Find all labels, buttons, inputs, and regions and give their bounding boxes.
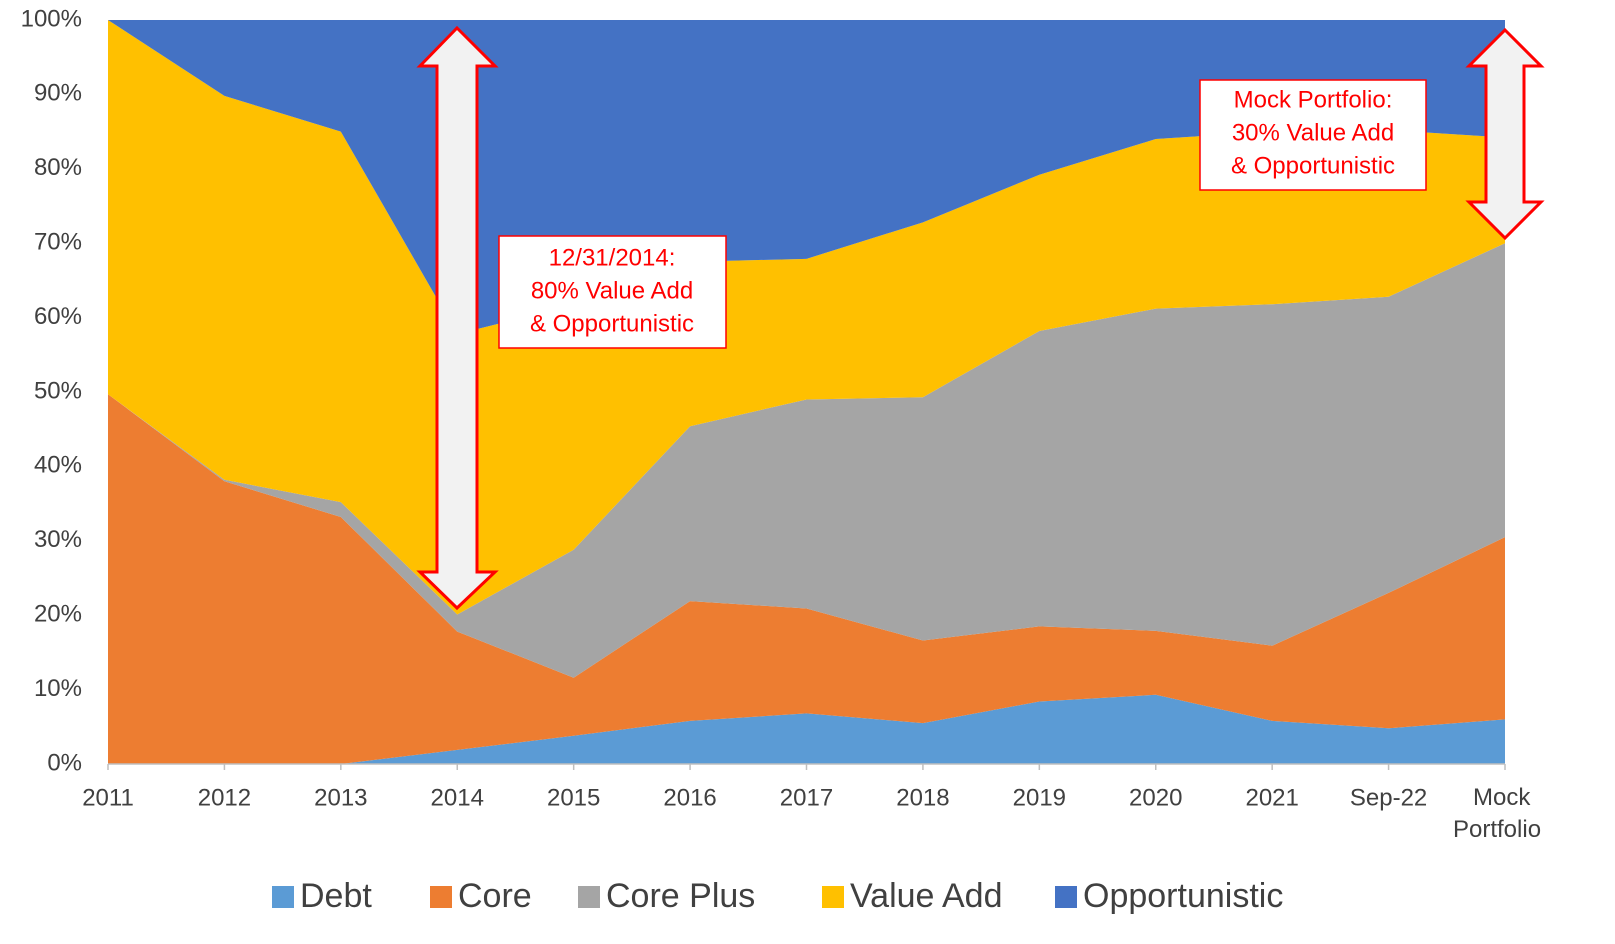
- legend-swatch: [578, 886, 600, 908]
- arrow: [1465, 27, 1545, 241]
- x-tick-label: 2017: [780, 784, 833, 811]
- x-tick-label: 2021: [1245, 784, 1298, 811]
- y-tick-label: 50%: [34, 377, 82, 404]
- annotation-text: 80% Value Add: [531, 277, 693, 304]
- legend-label: Value Add: [850, 877, 1003, 915]
- area: [108, 243, 1505, 678]
- area: [108, 394, 1505, 764]
- legend-label: Core: [458, 877, 532, 915]
- y-tick-label: 70%: [34, 229, 82, 256]
- x-tick-label: 2015: [547, 784, 600, 811]
- y-tick-label: 10%: [34, 675, 82, 702]
- legend-swatch: [822, 886, 844, 908]
- legend-label: Core Plus: [606, 877, 755, 915]
- legend-swatch: [272, 886, 294, 908]
- y-tick-label: 80%: [34, 154, 82, 181]
- annotation-box: [1199, 79, 1427, 191]
- annotation-box: [498, 235, 727, 349]
- annotation-text: 30% Value Add: [1232, 119, 1394, 146]
- annotation-text: & Opportunistic: [530, 310, 694, 337]
- y-tick-label: 90%: [34, 80, 82, 107]
- y-tick-label: 100%: [21, 5, 82, 32]
- x-tick-label: 2020: [1129, 784, 1182, 811]
- x-tick-label: 2012: [198, 784, 251, 811]
- x-tick-label: 2011: [82, 784, 134, 811]
- legend-label: Debt: [300, 877, 372, 915]
- y-tick-label: 60%: [34, 303, 82, 330]
- arrows: [416, 25, 1545, 611]
- x-tick-label: Mock Portfolio: [1453, 784, 1541, 843]
- legend-label: Opportunistic: [1083, 877, 1283, 915]
- x-tick-label: 2019: [1013, 784, 1066, 811]
- area: [108, 694, 1505, 764]
- y-tick-label: 40%: [34, 452, 82, 479]
- axes: [107, 763, 1506, 770]
- labels: 2011 2012 2013 2014 2015 2016 2017 2018 2019 2020…: [21, 5, 1541, 915]
- arrow: [416, 25, 499, 611]
- annotation-text: Mock Portfolio:: [1234, 86, 1393, 113]
- y-tick-label: 30%: [34, 526, 82, 553]
- y-tick-label: 0%: [47, 749, 82, 776]
- annotation-text: & Opportunistic: [1231, 152, 1395, 179]
- legend-swatch: [1055, 886, 1077, 908]
- x-tick-label: 2016: [663, 784, 716, 811]
- x-tick-label: 2014: [431, 784, 484, 811]
- annotation-text: 12/31/2014:: [549, 244, 676, 271]
- x-tick-label: 2018: [896, 784, 949, 811]
- x-tick-label: 2013: [314, 784, 367, 811]
- y-tick-label: 20%: [34, 601, 82, 628]
- x-tick-label: Sep-22: [1350, 784, 1427, 811]
- legend-swatch: [430, 886, 452, 908]
